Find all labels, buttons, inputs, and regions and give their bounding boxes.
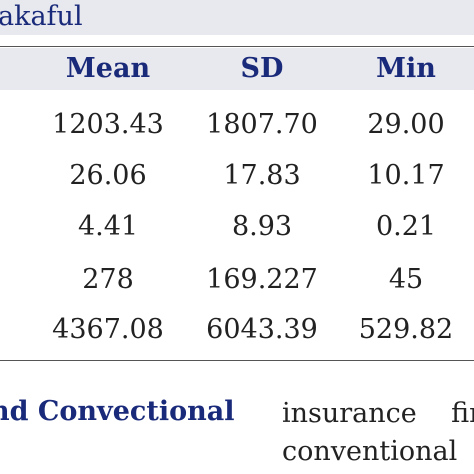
table-cell: 169.227: [206, 264, 318, 295]
header-min: Min: [376, 53, 436, 84]
section-heading-fragment: nd Convectional: [0, 396, 235, 427]
header-top-rule: [0, 46, 474, 47]
table-cell: 4367.08: [52, 314, 164, 345]
table-cell: 29.00: [367, 109, 445, 140]
table-bottom-rule: [0, 360, 474, 361]
table-cell: 26.06: [69, 160, 147, 191]
table-header-band: [0, 48, 474, 90]
table-cell: 17.83: [223, 160, 301, 191]
row-label-fragment: 0: [0, 314, 1, 345]
body-text-line-1: insurance fir: [282, 398, 474, 429]
table-cell: 1203.43: [52, 109, 164, 140]
table-cell: 4.41: [77, 211, 139, 242]
table-title-band: [0, 0, 474, 35]
table-cell: 0.21: [375, 211, 437, 242]
body-text-line-2: conventional: [282, 436, 458, 467]
table-cell: 1807.70: [206, 109, 318, 140]
table-cell: 6043.39: [206, 314, 318, 345]
header-mean: Mean: [65, 53, 151, 84]
table-cell: 278: [82, 264, 134, 295]
table-cell: 45: [388, 264, 424, 295]
table-title: akaful: [0, 1, 83, 32]
table-cell: 10.17: [367, 160, 445, 191]
table-cell: 8.93: [231, 211, 293, 242]
header-sd: SD: [240, 53, 284, 84]
table-cell: 529.82: [358, 314, 454, 345]
